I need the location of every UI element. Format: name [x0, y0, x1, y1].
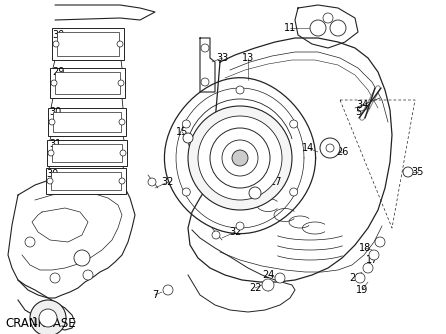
Circle shape [210, 128, 270, 188]
Polygon shape [50, 68, 125, 98]
Circle shape [48, 150, 54, 156]
Circle shape [183, 133, 193, 143]
Text: 18: 18 [359, 243, 371, 253]
Text: 24: 24 [262, 270, 274, 280]
Circle shape [119, 178, 125, 184]
Circle shape [236, 86, 244, 94]
Circle shape [201, 44, 209, 52]
Circle shape [249, 187, 261, 199]
Circle shape [222, 140, 258, 176]
Text: 16: 16 [322, 143, 334, 153]
Polygon shape [55, 72, 120, 94]
Circle shape [51, 80, 57, 86]
Circle shape [182, 120, 190, 128]
Text: 14: 14 [302, 143, 314, 153]
Circle shape [119, 119, 125, 125]
Circle shape [403, 167, 413, 177]
Polygon shape [52, 144, 122, 162]
Text: 17: 17 [366, 255, 378, 265]
Circle shape [310, 20, 326, 36]
Circle shape [326, 144, 334, 152]
Circle shape [83, 270, 93, 280]
Circle shape [320, 138, 340, 158]
Circle shape [25, 237, 35, 247]
Text: 30: 30 [49, 107, 61, 117]
Text: 1: 1 [32, 317, 38, 327]
Text: 35: 35 [412, 167, 424, 177]
Text: 22: 22 [249, 283, 261, 293]
Text: 30: 30 [52, 30, 64, 40]
Text: 7: 7 [152, 290, 158, 300]
Circle shape [188, 106, 292, 210]
Text: 15: 15 [176, 127, 188, 137]
Polygon shape [52, 28, 124, 60]
Polygon shape [53, 112, 121, 132]
Text: 27: 27 [269, 177, 281, 187]
Circle shape [30, 300, 66, 334]
Circle shape [39, 309, 57, 327]
Circle shape [148, 178, 156, 186]
Text: 32: 32 [229, 227, 241, 237]
Circle shape [369, 250, 379, 260]
Text: 26: 26 [336, 147, 348, 157]
Circle shape [290, 188, 297, 196]
Circle shape [355, 273, 365, 283]
Circle shape [262, 279, 274, 291]
Text: CRANKCASE: CRANKCASE [5, 317, 76, 330]
Text: 31: 31 [49, 139, 61, 149]
Text: 11: 11 [284, 23, 296, 33]
Text: 32: 32 [162, 177, 174, 187]
Circle shape [163, 285, 173, 295]
Text: 34: 34 [356, 100, 368, 110]
Polygon shape [51, 172, 121, 190]
Polygon shape [46, 168, 126, 194]
Text: 33: 33 [216, 53, 228, 63]
Circle shape [53, 41, 59, 47]
Circle shape [49, 119, 55, 125]
Text: 29: 29 [52, 67, 64, 77]
Circle shape [120, 150, 126, 156]
Polygon shape [57, 32, 119, 56]
Circle shape [290, 120, 297, 128]
Circle shape [182, 188, 190, 196]
Circle shape [47, 178, 53, 184]
Text: 30: 30 [46, 169, 58, 179]
Circle shape [363, 263, 373, 273]
Circle shape [118, 80, 124, 86]
Text: 13: 13 [242, 53, 254, 63]
Circle shape [275, 273, 285, 283]
Circle shape [236, 222, 244, 230]
Circle shape [117, 41, 123, 47]
Circle shape [74, 250, 90, 266]
Circle shape [212, 231, 220, 239]
Text: 19: 19 [356, 285, 368, 295]
Circle shape [198, 116, 282, 200]
Circle shape [330, 20, 346, 36]
Text: 20: 20 [349, 273, 361, 283]
Text: 5: 5 [355, 107, 361, 117]
Polygon shape [47, 140, 127, 166]
Circle shape [375, 237, 385, 247]
Circle shape [201, 78, 209, 86]
Polygon shape [48, 108, 126, 136]
Circle shape [50, 273, 60, 283]
Circle shape [323, 13, 333, 23]
Circle shape [232, 150, 248, 166]
